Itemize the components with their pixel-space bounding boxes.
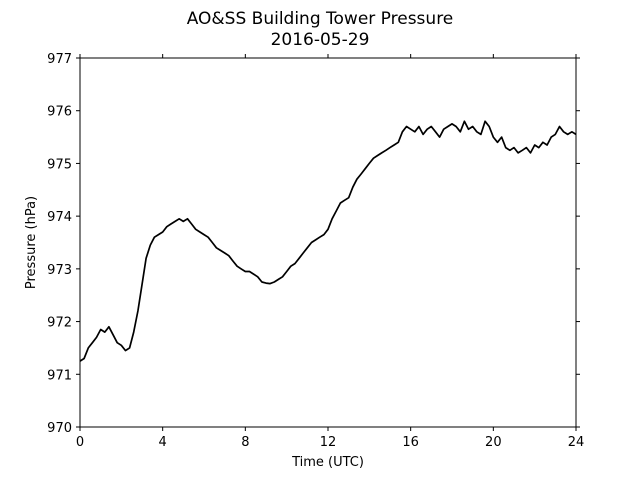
x-tick-label: 4 [159,435,167,450]
y-tick-label: 970 [47,421,72,436]
chart-title: AO&SS Building Tower Pressure [187,9,454,29]
y-tick-label: 971 [47,368,72,383]
y-tick-label: 972 [47,316,72,331]
axis-ticks [76,54,580,431]
x-tick-label: 24 [568,435,585,450]
axis-tick-labels: 0 4 8 12 16 20 24 970 971 972 973 974 975 976 977 [47,52,584,450]
pressure-line [79,120,577,362]
y-tick-label: 975 [47,157,72,172]
y-tick-label: 977 [47,52,72,67]
x-tick-label: 12 [320,435,337,450]
x-axis-label: Time (UTC) [291,455,364,470]
y-tick-label: 974 [47,210,72,225]
x-tick-label: 20 [485,435,502,450]
x-tick-label: 8 [241,435,249,450]
y-tick-label: 973 [47,263,72,278]
y-axis-label: Pressure (hPa) [24,196,39,289]
x-tick-label: 0 [76,435,84,450]
plot-frame [79,57,577,428]
chart-subtitle: 2016-05-29 [271,30,370,50]
x-tick-label: 16 [402,435,419,450]
y-tick-label: 976 [47,105,72,120]
